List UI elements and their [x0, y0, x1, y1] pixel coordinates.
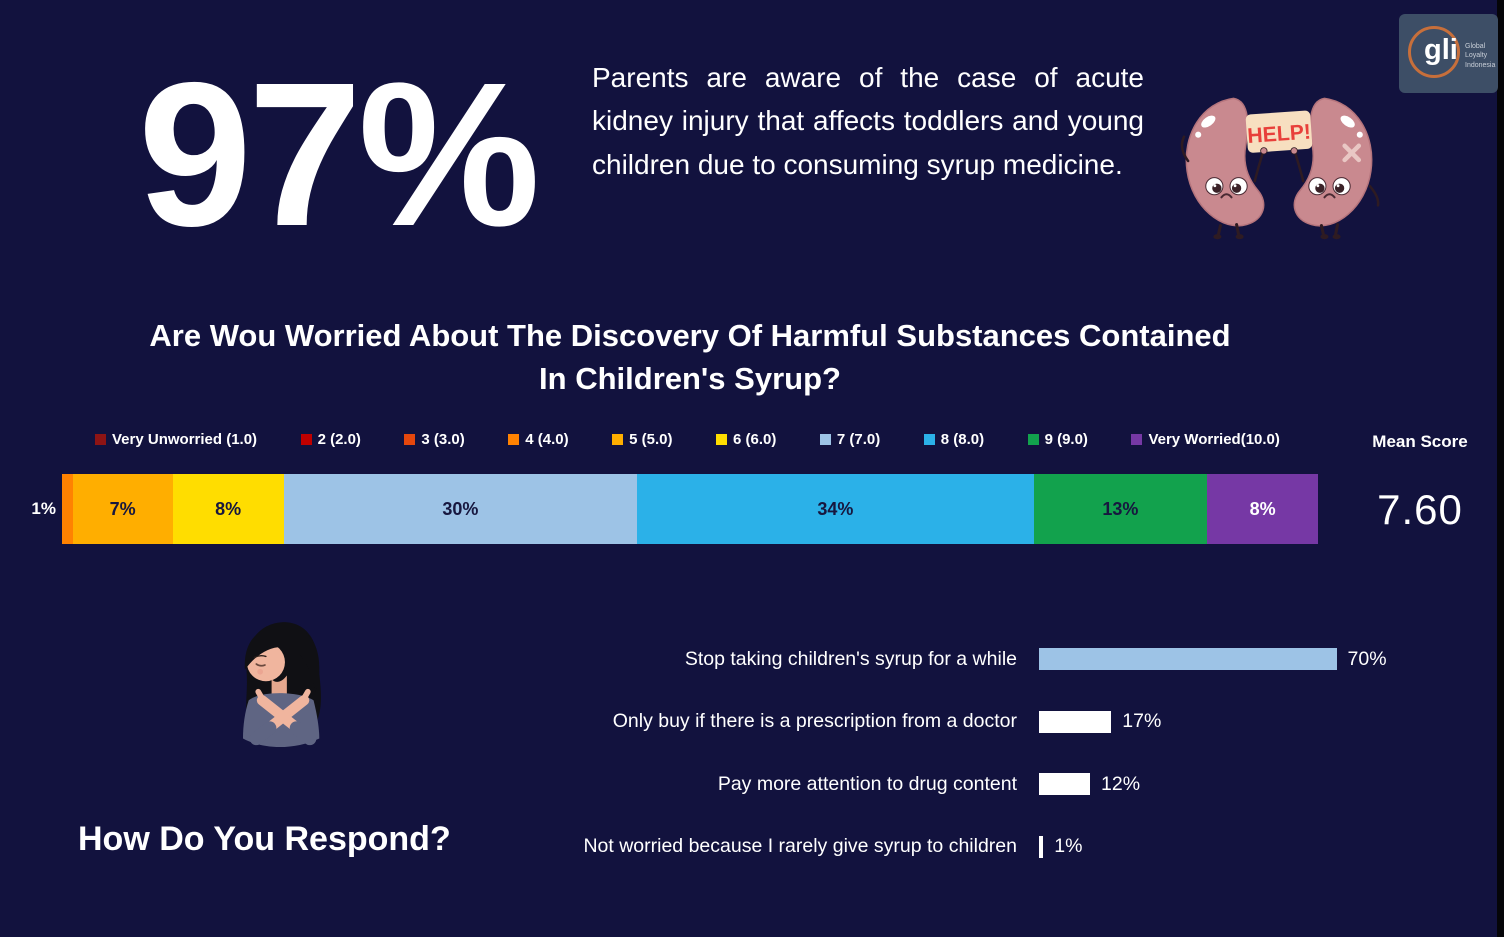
stacked-bar-segment: 34% [637, 474, 1034, 544]
logo-monogram: gli [1424, 34, 1458, 66]
respond-bar-track [1039, 648, 1337, 671]
survey-question-title: Are Wou Worried About The Discovery Of H… [60, 314, 1320, 401]
legend-swatch [1131, 434, 1143, 445]
stacked-bar: 7% 8% 30% 34% 13% 8% [62, 474, 1318, 544]
respond-bar [1039, 648, 1337, 671]
legend-swatch [404, 434, 416, 445]
respond-category-label: Pay more attention to drug content [717, 772, 1017, 795]
respond-category-label: Stop taking children's syrup for a while [684, 647, 1017, 670]
logo-ring-icon [1408, 26, 1460, 78]
segment-value-label: 7% [109, 498, 136, 519]
legend-swatch [1027, 434, 1039, 445]
respond-row: Pay more attention to drug content 12% [0, 753, 1470, 816]
kidney-mascots-illustration: HELP! [1180, 97, 1380, 240]
respond-bar [1039, 835, 1044, 858]
legend-label: Very Unworried (1.0) [112, 431, 258, 448]
legend-item: Very Unworried (1.0) [95, 431, 257, 448]
respond-row: Stop taking children's syrup for a while… [0, 628, 1470, 691]
respond-value-label: 12% [1101, 772, 1141, 795]
legend-item: 4 (4.0) [508, 431, 569, 448]
legend-item: 2 (2.0) [300, 431, 361, 448]
respond-bar-track [1039, 835, 1044, 858]
legend-swatch [819, 434, 831, 445]
legend-label: Very Worried(10.0) [1148, 431, 1280, 448]
screen-edge-strip [1497, 0, 1504, 937]
stacked-bar-segment: 8% [172, 474, 284, 544]
legend-swatch [716, 434, 727, 445]
stacked-bar-outside-label: 1% [31, 499, 56, 518]
mean-score-label: Mean Score [1372, 432, 1468, 451]
headline-number: 97% [138, 40, 540, 269]
legend-swatch [300, 434, 312, 445]
respond-section-title: How Do You Respond? [78, 820, 451, 858]
legend-item: Very Worried(10.0) [1131, 431, 1280, 448]
stacked-bar-segment [62, 474, 73, 544]
respond-category-label: Not worried because I rarely give syrup … [583, 835, 1017, 858]
respond-bar-track [1039, 710, 1112, 733]
segment-value-label: 8% [1249, 498, 1276, 519]
respond-bar [1039, 773, 1090, 796]
stacked-bar-segment: 30% [283, 474, 638, 544]
legend-label: 6 (6.0) [733, 431, 777, 448]
stacked-bar-segment: 8% [1207, 474, 1318, 544]
bandage-x-icon [1342, 143, 1362, 163]
legend-item: 8 (8.0) [923, 431, 985, 448]
stacked-bar-segment: 13% [1033, 474, 1208, 544]
legend-swatch [923, 434, 935, 445]
woman-crossed-arms-illustration [242, 622, 321, 748]
worry-scale-legend: Very Unworried (1.0) 2 (2.0) 3 (3.0) 4 (… [95, 431, 1280, 448]
legend-swatch [612, 434, 624, 445]
intro-paragraph: Parents are aware of the case of acute k… [592, 62, 1144, 180]
logo-word-line: Global [1465, 43, 1486, 50]
legend-label: 3 (3.0) [421, 431, 465, 448]
logo-word-line: Loyalty [1465, 52, 1488, 60]
logo-wordmark: Global Loyalty Indonesia [1465, 42, 1495, 70]
mean-score-value: 7.60 [1377, 486, 1463, 533]
legend-label: 2 (2.0) [317, 431, 361, 448]
help-sign-text: HELP! [1247, 121, 1312, 148]
gli-logo: gli Global Loyalty Indonesia [1399, 14, 1498, 93]
legend-label: 8 (8.0) [940, 431, 985, 448]
legend-label: 4 (4.0) [525, 431, 569, 448]
respond-value-label: 1% [1054, 835, 1083, 858]
legend-swatch [95, 434, 106, 445]
segment-value-label: 34% [817, 498, 854, 519]
legend-item: 6 (6.0) [716, 431, 776, 448]
respond-bar [1039, 710, 1112, 733]
legend-label: 5 (5.0) [629, 431, 673, 448]
logo-word-line: Indonesia [1465, 61, 1496, 69]
legend-item: 7 (7.0) [819, 431, 881, 448]
respond-value-label: 70% [1347, 647, 1387, 670]
legend-item: 5 (5.0) [612, 431, 673, 448]
legend-label: 7 (7.0) [836, 431, 881, 448]
respond-value-label: 17% [1122, 710, 1162, 733]
title-line-2: In Children's Syrup? [539, 361, 841, 397]
legend-swatch [508, 434, 520, 445]
respond-bar-track [1039, 773, 1090, 796]
title-line-1: Are Wou Worried About The Discovery Of H… [149, 318, 1231, 353]
legend-item: 9 (9.0) [1027, 431, 1088, 448]
segment-value-label: 13% [1102, 498, 1139, 519]
legend-label: 9 (9.0) [1044, 431, 1088, 448]
segment-value-label: 30% [442, 498, 479, 519]
respond-row: Only buy if there is a prescription from… [0, 691, 1470, 754]
legend-item: 3 (3.0) [404, 431, 465, 448]
respond-bar-chart: Stop taking children's syrup for a while… [0, 628, 1470, 878]
stacked-bar-segment: 7% [72, 474, 173, 544]
help-sign: HELP! [1245, 110, 1313, 153]
segment-value-label: 8% [215, 498, 242, 519]
respond-row: Not worried because I rarely give syrup … [0, 816, 1470, 879]
respond-category-label: Only buy if there is a prescription from… [612, 710, 1017, 733]
